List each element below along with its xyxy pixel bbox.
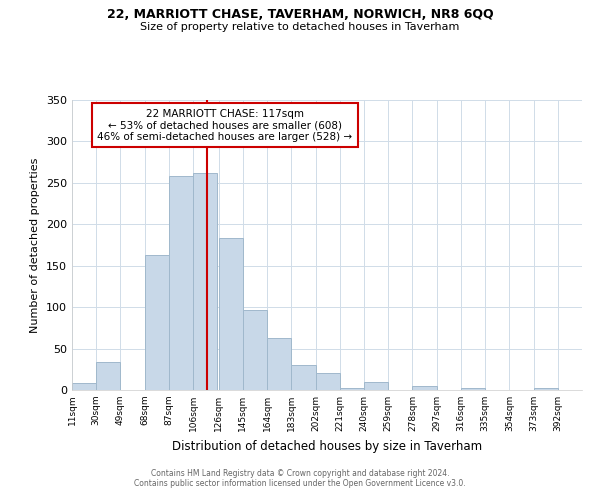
Bar [243,310,267,390]
Bar [533,388,558,390]
Bar [169,176,193,390]
Text: Size of property relative to detached houses in Taverham: Size of property relative to detached ho… [140,22,460,32]
Bar [412,386,437,390]
Bar [193,173,217,390]
Bar [364,382,388,390]
Text: Contains HM Land Registry data © Crown copyright and database right 2024.: Contains HM Land Registry data © Crown c… [151,468,449,477]
Bar [340,388,364,390]
Bar [316,372,340,390]
Bar [218,238,243,390]
Bar [72,382,96,390]
Text: 22 MARRIOTT CHASE: 117sqm
← 53% of detached houses are smaller (608)
46% of semi: 22 MARRIOTT CHASE: 117sqm ← 53% of detac… [97,108,353,142]
X-axis label: Distribution of detached houses by size in Taverham: Distribution of detached houses by size … [172,440,482,452]
Y-axis label: Number of detached properties: Number of detached properties [31,158,40,332]
Bar [267,338,292,390]
Bar [292,365,316,390]
Bar [145,255,169,390]
Text: 22, MARRIOTT CHASE, TAVERHAM, NORWICH, NR8 6QQ: 22, MARRIOTT CHASE, TAVERHAM, NORWICH, N… [107,8,493,20]
Bar [461,388,485,390]
Text: Contains public sector information licensed under the Open Government Licence v3: Contains public sector information licen… [134,478,466,488]
Bar [96,362,121,390]
